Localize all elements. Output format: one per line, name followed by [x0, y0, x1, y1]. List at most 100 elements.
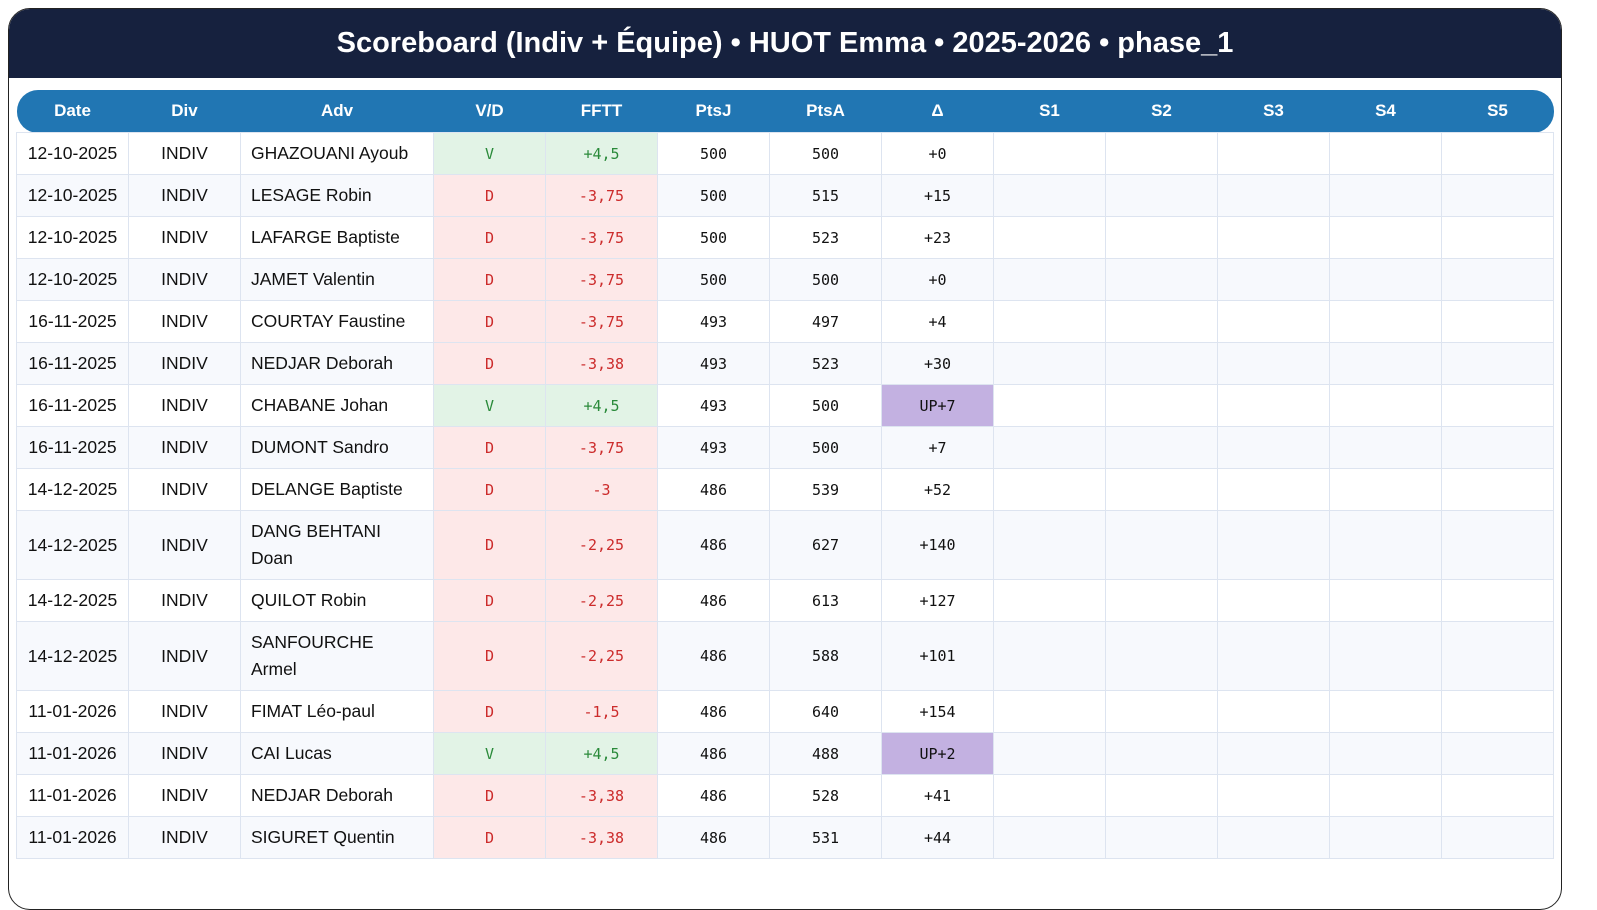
table-row[interactable]: 14-12-2025 INDIV DELANGE Baptiste D -3 486 539…: [16, 468, 1554, 511]
set-5-cell: [1441, 426, 1554, 469]
column-header[interactable]: Div: [128, 90, 241, 133]
table-row[interactable]: 11-01-2026 INDIV CAI Lucas V +4,5 486 488 UP+2: [16, 732, 1554, 775]
table-row[interactable]: 14-12-2025 INDIV SANFOURCHE Armel D -2,25 486…: [16, 621, 1554, 691]
set-5-cell: [1441, 174, 1554, 217]
page-title: Scoreboard (Indiv + Équipe) • HUOT Emma …: [9, 9, 1561, 78]
player-points-cell: 486: [657, 579, 770, 622]
table-row[interactable]: 16-11-2025 INDIV NEDJAR Deborah D -3,38 493 52…: [16, 342, 1554, 385]
set-1-cell: [993, 216, 1106, 259]
result-cell: D: [433, 258, 546, 301]
set-2-cell: [1105, 510, 1218, 580]
column-header[interactable]: S2: [1105, 90, 1218, 133]
div-cell: INDIV: [128, 732, 241, 775]
set-3-cell: [1217, 732, 1330, 775]
set-4-cell: [1329, 774, 1442, 817]
date-cell: 16-11-2025: [16, 384, 129, 427]
table-row[interactable]: 11-01-2026 INDIV NEDJAR Deborah D -3,38 486 52…: [16, 774, 1554, 817]
player-points-cell: 500: [657, 132, 770, 175]
set-5-cell: [1441, 468, 1554, 511]
player-points-cell: 486: [657, 690, 770, 733]
set-5-cell: [1441, 216, 1554, 259]
set-1-cell: [993, 174, 1106, 217]
delta-cell: +23: [881, 216, 994, 259]
div-cell: INDIV: [128, 300, 241, 343]
opponent-points-cell: 613: [769, 579, 882, 622]
set-3-cell: [1217, 579, 1330, 622]
set-4-cell: [1329, 468, 1442, 511]
set-1-cell: [993, 258, 1106, 301]
column-header[interactable]: S3: [1217, 90, 1330, 133]
set-4-cell: [1329, 300, 1442, 343]
set-1-cell: [993, 774, 1106, 817]
set-1-cell: [993, 342, 1106, 385]
player-points-cell: 500: [657, 258, 770, 301]
delta-cell: +41: [881, 774, 994, 817]
opponent-cell: LESAGE Robin: [240, 174, 434, 217]
table-row[interactable]: 14-12-2025 INDIV DANG BEHTANI Doan D -2,25 48…: [16, 510, 1554, 580]
table-row[interactable]: 11-01-2026 INDIV FIMAT Léo-paul D -1,5 486 640…: [16, 690, 1554, 733]
delta-cell: UP+2: [881, 732, 994, 775]
player-points-cell: 486: [657, 816, 770, 859]
column-header[interactable]: S4: [1329, 90, 1442, 133]
opponent-cell: CHABANE Johan: [240, 384, 434, 427]
delta-cell: +15: [881, 174, 994, 217]
opponent-points-cell: 539: [769, 468, 882, 511]
player-points-cell: 493: [657, 342, 770, 385]
player-points-cell: 486: [657, 510, 770, 580]
result-cell: V: [433, 732, 546, 775]
set-4-cell: [1329, 621, 1442, 691]
set-4-cell: [1329, 510, 1442, 580]
date-cell: 16-11-2025: [16, 426, 129, 469]
table-row[interactable]: 12-10-2025 INDIV LAFARGE Baptiste D -3,75 500…: [16, 216, 1554, 259]
opponent-cell: FIMAT Léo-paul: [240, 690, 434, 733]
date-cell: 16-11-2025: [16, 300, 129, 343]
table-row[interactable]: 12-10-2025 INDIV LESAGE Robin D -3,75 500 515 +…: [16, 174, 1554, 217]
set-4-cell: [1329, 690, 1442, 733]
opponent-points-cell: 523: [769, 342, 882, 385]
column-header[interactable]: V/D: [433, 90, 546, 133]
table-row[interactable]: 14-12-2025 INDIV QUILOT Robin D -2,25 486 613 +…: [16, 579, 1554, 622]
opponent-points-cell: 500: [769, 258, 882, 301]
fftt-points-cell: -3,38: [545, 816, 658, 859]
column-header[interactable]: FFTT: [545, 90, 658, 133]
result-cell: D: [433, 300, 546, 343]
table-row[interactable]: 12-10-2025 INDIV GHAZOUANI Ayoub V +4,5 500 50…: [16, 132, 1554, 175]
column-header[interactable]: S1: [993, 90, 1106, 133]
opponent-cell: COURTAY Faustine: [240, 300, 434, 343]
fftt-points-cell: -2,25: [545, 621, 658, 691]
result-cell: V: [433, 132, 546, 175]
fftt-points-cell: -3,75: [545, 426, 658, 469]
opponent-cell: DELANGE Baptiste: [240, 468, 434, 511]
column-header[interactable]: PtsJ: [657, 90, 770, 133]
date-cell: 12-10-2025: [16, 174, 129, 217]
column-header[interactable]: PtsA: [769, 90, 882, 133]
column-header[interactable]: Δ: [881, 90, 994, 133]
table-row[interactable]: 16-11-2025 INDIV DUMONT Sandro D -3,75 493 500…: [16, 426, 1554, 469]
fftt-points-cell: -1,5: [545, 690, 658, 733]
player-points-cell: 500: [657, 174, 770, 217]
opponent-cell: DUMONT Sandro: [240, 426, 434, 469]
result-cell: D: [433, 690, 546, 733]
div-cell: INDIV: [128, 174, 241, 217]
set-3-cell: [1217, 816, 1330, 859]
table-row[interactable]: 12-10-2025 INDIV JAMET Valentin D -3,75 500 50…: [16, 258, 1554, 301]
column-header[interactable]: Adv: [240, 90, 434, 133]
fftt-points-cell: +4,5: [545, 384, 658, 427]
set-4-cell: [1329, 426, 1442, 469]
set-2-cell: [1105, 300, 1218, 343]
opponent-cell: JAMET Valentin: [240, 258, 434, 301]
delta-cell: +4: [881, 300, 994, 343]
table-row[interactable]: 16-11-2025 INDIV COURTAY Faustine D -3,75 493…: [16, 300, 1554, 343]
column-header[interactable]: Date: [16, 90, 129, 133]
table-row[interactable]: 11-01-2026 INDIV SIGURET Quentin D -3,38 486 5…: [16, 816, 1554, 859]
player-points-cell: 486: [657, 468, 770, 511]
date-cell: 11-01-2026: [16, 816, 129, 859]
opponent-cell: NEDJAR Deborah: [240, 342, 434, 385]
column-header[interactable]: S5: [1441, 90, 1554, 133]
table-row[interactable]: 16-11-2025 INDIV CHABANE Johan V +4,5 493 500 U…: [16, 384, 1554, 427]
set-1-cell: [993, 579, 1106, 622]
delta-cell: +7: [881, 426, 994, 469]
set-5-cell: [1441, 258, 1554, 301]
opponent-cell: QUILOT Robin: [240, 579, 434, 622]
set-4-cell: [1329, 579, 1442, 622]
